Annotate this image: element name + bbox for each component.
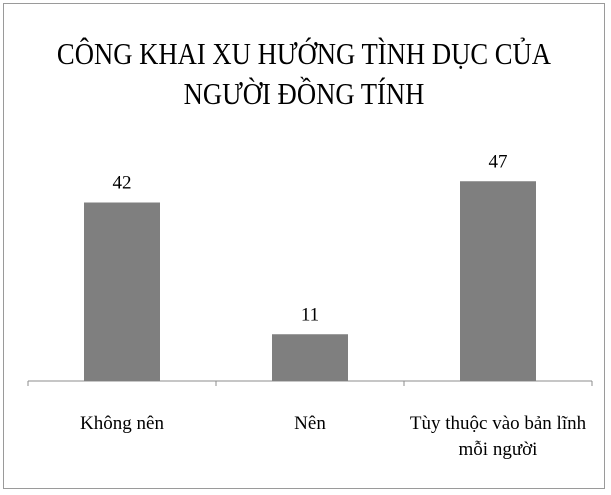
x-tick-label: Tùy thuộc vào bản lĩnh	[410, 413, 587, 434]
x-tick-label: Không nên	[80, 413, 164, 434]
bar-chart: 42 Không nên 11 Nên 47 Tùy thuộc vào bản lĩnh…	[27, 151, 593, 460]
bar	[460, 181, 536, 381]
data-label: 47	[489, 151, 508, 172]
data-label: 11	[301, 304, 319, 325]
chart-title-line-2: NGƯỜI ĐỒNG TÍNH	[183, 76, 425, 111]
chart-frame: CÔNG KHAI XU HƯỚNG TÌNH DỤC CỦA NGƯỜI ĐỒ…	[3, 3, 605, 489]
data-label: 42	[113, 173, 132, 194]
chart-title: CÔNG KHAI XU HƯỚNG TÌNH DỤC CỦA NGƯỜI ĐỒ…	[46, 34, 562, 114]
x-tick-label: mỗi người	[459, 439, 538, 460]
bar	[272, 334, 348, 381]
chart-title-line-1: CÔNG KHAI XU HƯỚNG TÌNH DỤC CỦA	[56, 36, 552, 71]
bar	[84, 202, 160, 381]
x-tick-label: Nên	[294, 413, 326, 434]
